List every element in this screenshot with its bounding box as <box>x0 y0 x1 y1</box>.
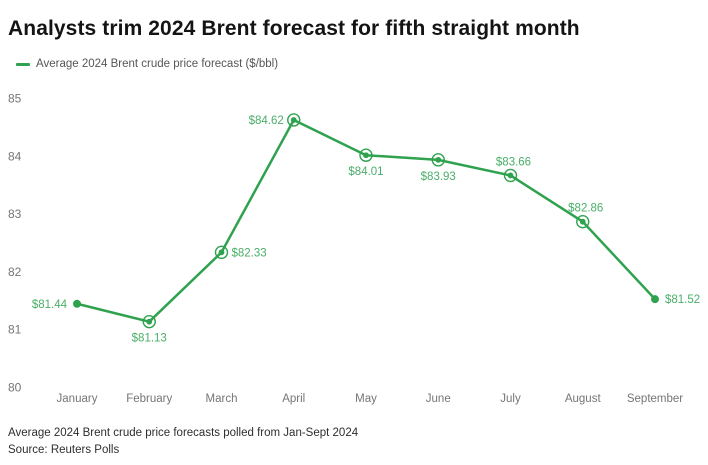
x-tick-label: July <box>500 393 521 405</box>
y-tick-label: 80 <box>8 381 22 395</box>
data-point-label: $81.13 <box>132 333 167 345</box>
chart-legend: Average 2024 Brent crude price forecast … <box>16 58 278 70</box>
data-point-ring <box>576 214 590 229</box>
x-tick-label: August <box>565 393 602 405</box>
x-tick-label: May <box>355 393 377 405</box>
data-point-label: $83.66 <box>496 156 531 168</box>
data-point-marker <box>579 218 586 225</box>
data-point-marker <box>73 299 81 308</box>
y-tick-label: 81 <box>8 323 22 337</box>
footer-source: Source: Reuters Polls <box>8 444 120 456</box>
x-tick-label: June <box>426 393 451 405</box>
footer-note: Average 2024 Brent crude price forecasts… <box>8 427 359 439</box>
data-point-marker <box>363 152 369 159</box>
data-point-label: $82.33 <box>232 247 267 259</box>
data-point-marker <box>651 295 659 304</box>
data-point-label: $84.62 <box>249 115 284 127</box>
data-point-ring <box>142 314 156 329</box>
data-point-marker <box>435 156 442 163</box>
data-point-ring <box>503 168 518 183</box>
data-point-label: $84.01 <box>348 166 383 178</box>
data-point-label: $81.44 <box>32 299 68 311</box>
x-tick-label: January <box>57 393 98 405</box>
data-point-marker <box>507 172 514 179</box>
page-title: Analysts trim 2024 Brent forecast for fi… <box>8 17 580 40</box>
legend-line-swatch-icon <box>16 62 30 66</box>
data-point-marker <box>218 249 225 256</box>
y-tick-label: 85 <box>8 92 22 106</box>
data-point-marker <box>290 117 297 123</box>
x-tick-label: March <box>206 393 238 405</box>
data-point-label: $83.93 <box>421 171 456 183</box>
data-point-ring <box>214 245 229 260</box>
y-tick-label: 84 <box>8 149 22 163</box>
y-tick-label: 82 <box>8 265 22 279</box>
x-tick-label: February <box>126 393 172 405</box>
data-point-ring <box>287 113 301 127</box>
data-point-ring <box>359 148 373 162</box>
legend-label: Average 2024 Brent crude price forecast … <box>36 58 279 70</box>
data-point-ring <box>431 153 445 167</box>
x-tick-label: September <box>627 393 683 405</box>
x-tick-label: April <box>282 393 305 405</box>
y-tick-label: 83 <box>8 207 22 221</box>
data-point-marker <box>146 318 153 325</box>
data-point-label: $82.86 <box>568 203 603 215</box>
data-point-label: $81.52 <box>665 294 700 306</box>
line-series <box>75 118 657 323</box>
